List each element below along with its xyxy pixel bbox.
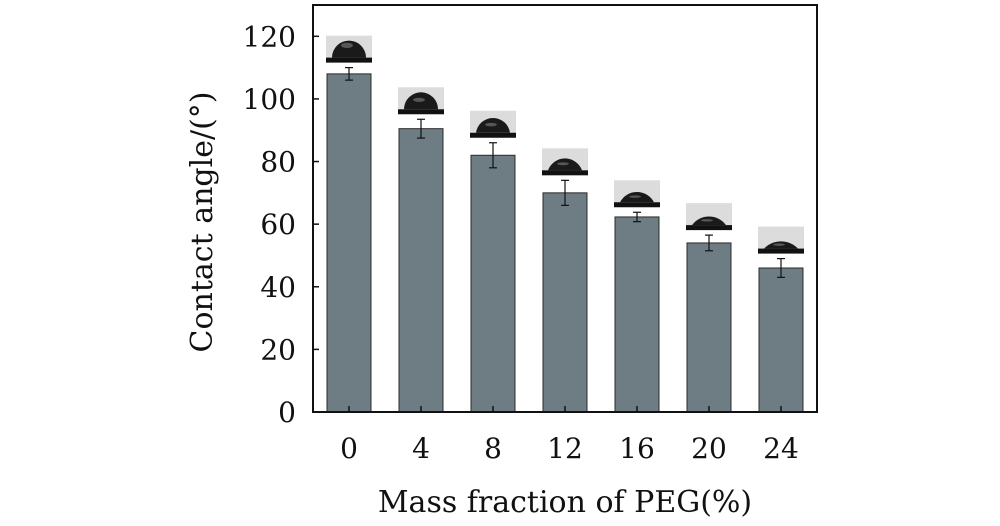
error-bar-24 — [777, 257, 785, 278]
x-tick-label: 20 — [691, 432, 727, 465]
error-bar-8 — [489, 142, 497, 169]
bar-4 — [398, 128, 444, 413]
droplet-image-16 — [614, 180, 660, 208]
droplet-image-0 — [326, 35, 372, 63]
droplet-highlight — [557, 162, 569, 166]
x-tick-label: 4 — [412, 432, 430, 465]
droplet-highlight — [773, 243, 785, 246]
y-tick-label: 120 — [243, 20, 296, 53]
droplet-highlight — [701, 219, 713, 222]
bar-8 — [470, 154, 516, 413]
x-tick-label: 16 — [619, 432, 655, 465]
y-tick-label: 60 — [260, 208, 296, 241]
error-bar-4 — [417, 118, 425, 139]
droplet-image-24 — [758, 226, 804, 254]
droplet-shape — [332, 40, 366, 58]
error-bars-layer — [345, 67, 785, 278]
droplet-highlight — [485, 122, 497, 127]
y-axis-ticks: 0 20 40 60 80 100 120 — [243, 20, 319, 429]
y-axis-title: Contact angle/(°) — [185, 92, 220, 353]
x-axis-title: Mass fraction of PEG(%) — [378, 485, 752, 520]
y-tick-label: 100 — [243, 83, 296, 116]
bar-12 — [542, 192, 588, 413]
error-bar-16 — [633, 211, 641, 223]
y-tick-label: 40 — [260, 271, 296, 304]
y-tick-label: 20 — [260, 333, 296, 366]
x-tick-label: 8 — [484, 432, 502, 465]
x-tick-label: 0 — [340, 432, 358, 465]
droplet-image-20 — [686, 203, 732, 231]
error-bar-0 — [345, 67, 353, 81]
bar-16 — [614, 216, 660, 413]
droplet-substrate — [542, 170, 588, 176]
x-tick-label: 24 — [763, 432, 799, 465]
droplet-substrate — [686, 225, 732, 231]
droplet-substrate — [758, 248, 804, 254]
droplet-substrate — [326, 57, 372, 63]
droplet-substrate — [398, 109, 444, 115]
x-axis-ticks: 0 4 8 12 16 20 24 — [340, 406, 799, 465]
droplet-highlight — [413, 97, 425, 102]
bar-0 — [326, 73, 372, 413]
error-bar-12 — [561, 179, 569, 206]
droplet-highlight — [341, 42, 353, 49]
y-tick-label: 80 — [260, 146, 296, 179]
bars-layer — [326, 73, 804, 413]
y-tick-label: 0 — [278, 396, 296, 429]
droplet-image-4 — [398, 87, 444, 115]
x-tick-label: 12 — [547, 432, 583, 465]
droplet-image-12 — [542, 148, 588, 176]
droplet-highlight — [629, 195, 641, 198]
bar-24 — [758, 267, 804, 413]
error-bar-20 — [705, 234, 713, 252]
bar-20 — [686, 242, 732, 413]
droplet-substrate — [470, 132, 516, 138]
droplet-images-layer — [326, 35, 804, 254]
droplet-image-8 — [470, 110, 516, 138]
droplet-substrate — [614, 202, 660, 208]
